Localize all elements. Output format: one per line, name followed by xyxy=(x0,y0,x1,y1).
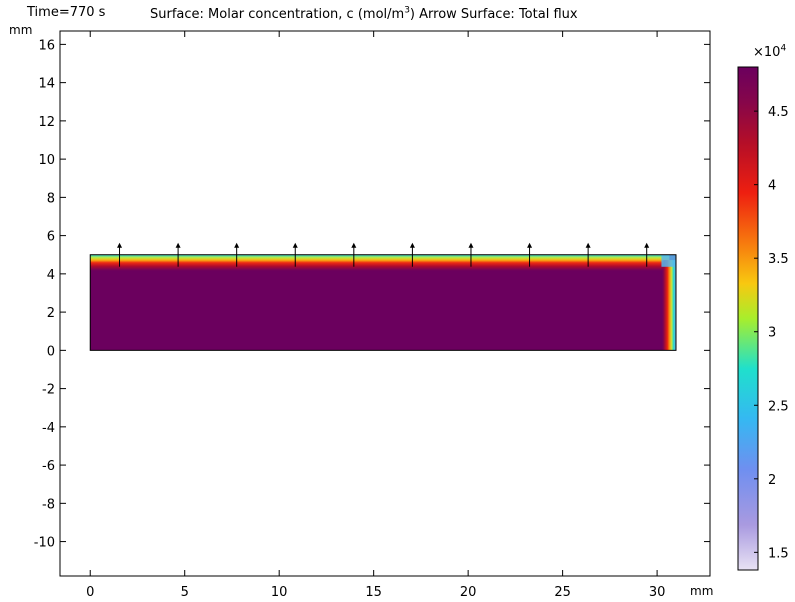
chart-title: Surface: Molar concentration, c (mol/m3)… xyxy=(150,5,578,22)
time-label: Time=770 s xyxy=(27,5,106,20)
colorbar-tick-label: 4 xyxy=(768,179,776,194)
y-tick-label: -8 xyxy=(42,497,55,512)
surface-corner xyxy=(661,254,676,267)
axes-frame xyxy=(59,30,711,577)
y-tick-label: -6 xyxy=(42,459,55,474)
y-tick-label: 8 xyxy=(47,191,55,206)
surface-top-boundary-layer xyxy=(90,254,670,272)
flux-arrow-head xyxy=(175,242,181,248)
x-tick-label: 5 xyxy=(181,585,189,600)
x-tick-label: 10 xyxy=(271,585,288,600)
surface-right-boundary-layer xyxy=(661,260,676,351)
colorbar-ticks: 1.5 2 2.5 3 3.5 4 4.5 xyxy=(754,105,789,561)
multiplier-base: ×10 xyxy=(753,45,781,60)
y-tick-label: -2 xyxy=(42,383,55,398)
y-axis-ticks: -10 -8 -6 -4 -2 0 2 4 6 8 10 12 14 16 xyxy=(34,38,710,551)
y-tick-label: 4 xyxy=(47,268,55,283)
y-tick-label: 10 xyxy=(38,153,55,168)
y-tick-label: 6 xyxy=(47,230,55,245)
y-axis-unit: mm xyxy=(9,23,33,37)
multiplier-exponent: 4 xyxy=(780,43,787,54)
colorbar-tick-label: 3.5 xyxy=(768,252,789,267)
x-tick-label: 30 xyxy=(649,585,666,600)
y-tick-label: -10 xyxy=(34,536,55,551)
flux-arrow-head xyxy=(585,242,591,248)
title-suffix: ) Arrow Surface: Total flux xyxy=(409,7,578,22)
flux-arrow-head xyxy=(117,242,123,248)
x-axis-unit: mm xyxy=(690,584,714,598)
flux-arrow-head xyxy=(644,242,650,248)
y-tick-label: 14 xyxy=(38,77,55,92)
title-superscript: 3 xyxy=(404,5,410,16)
colorbar-tick-label: 2 xyxy=(768,473,776,488)
y-tick-label: 12 xyxy=(38,115,55,130)
x-tick-label: 15 xyxy=(365,585,382,600)
title-prefix: Surface: Molar concentration, c (mol/m xyxy=(150,7,405,22)
concentration-surface xyxy=(89,254,677,351)
flux-arrow-head xyxy=(409,242,415,248)
colorbar-tick-label: 4.5 xyxy=(768,105,789,120)
colorbar-tick-label: 1.5 xyxy=(768,546,789,561)
flux-arrows xyxy=(117,242,650,267)
x-tick-label: 0 xyxy=(86,585,94,600)
flux-arrow-head xyxy=(351,242,357,248)
x-tick-label: 25 xyxy=(554,585,571,600)
flux-arrow-head xyxy=(468,242,474,248)
colorbar-tick-label: 3 xyxy=(768,326,776,341)
colorbar-tick-label: 2.5 xyxy=(768,399,789,414)
y-tick-label: 0 xyxy=(47,344,55,359)
domain-outline xyxy=(89,254,677,351)
y-tick-label: -4 xyxy=(42,421,55,436)
x-axis-ticks: 0 5 10 15 20 25 30 xyxy=(86,31,665,600)
y-tick-label: 2 xyxy=(47,306,55,321)
colorbar-gradient xyxy=(737,66,759,571)
y-tick-label: 16 xyxy=(38,38,55,53)
colorbar-multiplier: ×104 xyxy=(753,43,787,60)
flux-arrow-head xyxy=(234,242,240,248)
x-tick-label: 20 xyxy=(460,585,477,600)
flux-arrow-head xyxy=(292,242,298,248)
flux-arrow-head xyxy=(527,242,533,248)
